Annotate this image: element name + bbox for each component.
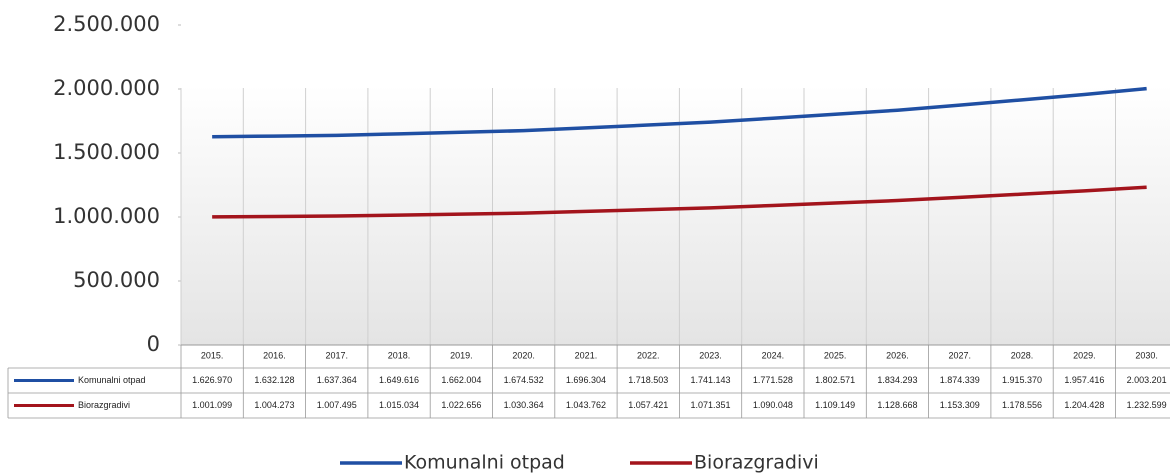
x-tick-label: 2015. [201, 350, 224, 360]
y-tick-label: 1.000.000 [53, 204, 160, 228]
line-series [212, 185, 1147, 219]
table-value: 1.007.495 [317, 400, 357, 410]
x-tick-label: 2028. [1011, 350, 1034, 360]
table-value: 1.649.616 [379, 375, 419, 385]
table-value: 1.128.668 [877, 400, 917, 410]
table-value: 1.030.364 [504, 400, 544, 410]
table-value: 1.834.293 [877, 375, 917, 385]
y-tick-label: 1.500.000 [53, 140, 160, 164]
table-value: 1.957.416 [1064, 375, 1104, 385]
table-value: 1.043.762 [566, 400, 606, 410]
table-row-label: Biorazgradivi [78, 400, 130, 410]
x-tick-label: 2016. [263, 350, 286, 360]
table-value: 1.001.099 [192, 400, 232, 410]
y-tick-label: 2.500.000 [53, 12, 160, 36]
table-value: 1.057.421 [628, 400, 668, 410]
x-tick-label: 2023. [699, 350, 722, 360]
x-tick-label: 2022. [637, 350, 660, 360]
table-row-label: Komunalni otpad [78, 375, 146, 385]
table-value: 1.632.128 [254, 375, 294, 385]
table-value: 1.674.532 [504, 375, 544, 385]
table-value: 1.626.970 [192, 375, 232, 385]
table-value: 1.741.143 [691, 375, 731, 385]
x-tick-label: 2021. [575, 350, 598, 360]
x-tick-label: 2025. [824, 350, 847, 360]
table-value: 1.915.370 [1002, 375, 1042, 385]
x-tick-label: 2029. [1073, 350, 1096, 360]
line-series [212, 86, 1147, 139]
legend-label: Komunalni otpad [404, 452, 565, 474]
x-tick-label: 2018. [388, 350, 411, 360]
table-value: 1.232.599 [1127, 400, 1167, 410]
x-tick-label: 2026. [886, 350, 909, 360]
table-value: 1.071.351 [691, 400, 731, 410]
x-tick-label: 2027. [948, 350, 971, 360]
x-tick-label: 2019. [450, 350, 473, 360]
table-value: 1.874.339 [940, 375, 980, 385]
table-value: 1.696.304 [566, 375, 606, 385]
table-value: 1.204.428 [1064, 400, 1104, 410]
table-value: 1.637.364 [317, 375, 357, 385]
x-tick-label: 2030. [1135, 350, 1158, 360]
table-value: 1.178.556 [1002, 400, 1042, 410]
y-tick-label: 2.000.000 [53, 76, 160, 100]
table-value: 1.109.149 [815, 400, 855, 410]
table-value: 1.090.048 [753, 400, 793, 410]
table-value: 1.718.503 [628, 375, 668, 385]
table-value: 1.802.571 [815, 375, 855, 385]
x-tick-label: 2017. [325, 350, 348, 360]
y-tick-label: 500.000 [73, 268, 160, 292]
table-value: 1.015.034 [379, 400, 419, 410]
x-tick-label: 2024. [762, 350, 785, 360]
x-tick-label: 2020. [512, 350, 535, 360]
table-value: 1.153.309 [940, 400, 980, 410]
table-value: 2.003.201 [1127, 375, 1167, 385]
table-value: 1.662.004 [441, 375, 481, 385]
legend-label: Biorazgradivi [694, 452, 819, 474]
table-value: 1.022.656 [441, 400, 481, 410]
table-value: 1.004.273 [254, 400, 294, 410]
y-tick-label: 0 [147, 332, 160, 356]
table-value: 1.771.528 [753, 375, 793, 385]
